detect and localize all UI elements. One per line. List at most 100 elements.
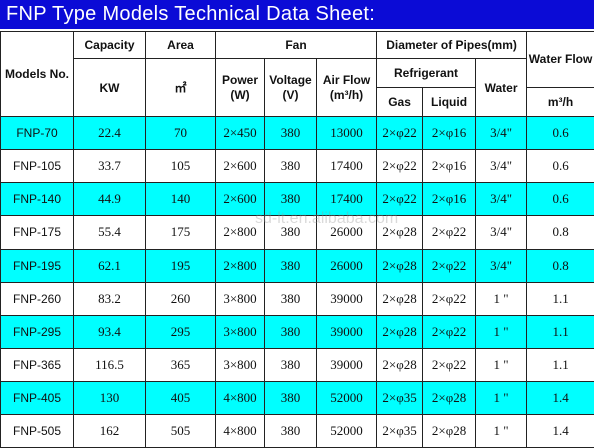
area-cell: 295 — [145, 314, 216, 349]
flow-cell: 0.8 — [526, 215, 594, 250]
liquid-cell: 2×φ22 — [422, 347, 477, 382]
power-cell: 3×800 — [215, 281, 265, 316]
water-cell: 3/4" — [475, 215, 528, 250]
header-pipes: Diameter of Pipes(mm) — [376, 30, 528, 60]
area-cell: 175 — [145, 215, 216, 250]
power-cell: 2×800 — [215, 215, 265, 250]
sheet-title: FNP Type Models Technical Data Sheet: — [0, 0, 594, 29]
header-water: Water — [475, 58, 528, 118]
header-fan: Fan — [214, 30, 378, 60]
airflow-cell: 26000 — [315, 248, 378, 283]
voltage-cell: 380 — [264, 347, 317, 382]
voltage-cell: 380 — [264, 380, 317, 415]
table-row: FNP-70 22.4 70 2×450 380 13000 2×φ22 2×φ… — [0, 116, 594, 151]
table-row: FNP-105 33.7 105 2×600 380 17400 2×φ22 2… — [0, 149, 594, 184]
technical-data-table: Models No. Capacity Area Fan Diameter of… — [0, 30, 594, 448]
gas-cell: 2×φ22 — [376, 182, 424, 217]
power-cell: 3×800 — [215, 347, 265, 382]
gas-cell: 2×φ28 — [376, 248, 424, 283]
liquid-cell: 2×φ22 — [422, 215, 477, 250]
header-capacity-unit: KW — [73, 58, 146, 118]
header-refrigerant: Refrigerant — [376, 58, 477, 89]
airflow-cell: 52000 — [315, 413, 378, 448]
liquid-cell: 2×φ16 — [422, 149, 477, 184]
gas-cell: 2×φ22 — [376, 116, 424, 151]
airflow-cell: 39000 — [315, 314, 378, 349]
liquid-cell: 2×φ16 — [422, 182, 477, 217]
liquid-cell: 2×φ22 — [422, 281, 477, 316]
flow-cell: 1.4 — [526, 380, 594, 415]
capacity-cell: 33.7 — [73, 149, 146, 184]
water-cell: 1 " — [475, 281, 528, 316]
table-row: FNP-195 62.1 195 2×800 380 26000 2×φ28 2… — [0, 248, 594, 283]
voltage-cell: 380 — [264, 116, 317, 151]
water-cell: 1 " — [475, 347, 528, 382]
liquid-cell: 2×φ16 — [422, 116, 477, 151]
header-models: Models No. — [0, 30, 74, 118]
area-cell: 260 — [145, 281, 216, 316]
header-area-unit: ㎡ — [145, 58, 216, 118]
model-cell: FNP-405 — [0, 380, 74, 415]
header-capacity: Capacity — [73, 30, 146, 60]
voltage-cell: 380 — [264, 182, 317, 217]
flow-cell: 1.1 — [526, 314, 594, 349]
model-cell: FNP-70 — [0, 116, 74, 151]
model-cell: FNP-175 — [0, 215, 74, 250]
power-cell: 2×450 — [215, 116, 265, 151]
table-row: FNP-505 162 505 4×800 380 52000 2×φ35 2×… — [0, 413, 594, 448]
gas-cell: 2×φ28 — [376, 347, 424, 382]
water-cell: 3/4" — [475, 149, 528, 184]
voltage-cell: 380 — [264, 314, 317, 349]
model-cell: FNP-105 — [0, 149, 74, 184]
header-fan-airflow: Air Flow (m³/h) — [315, 58, 378, 118]
liquid-cell: 2×φ22 — [422, 314, 477, 349]
area-cell: 405 — [145, 380, 216, 415]
capacity-cell: 130 — [73, 380, 146, 415]
flow-cell: 0.6 — [526, 182, 594, 217]
table-row: FNP-365 116.5 365 3×800 380 39000 2×φ28 … — [0, 347, 594, 382]
water-cell: 1 " — [475, 314, 528, 349]
model-cell: FNP-260 — [0, 281, 74, 316]
capacity-cell: 116.5 — [73, 347, 146, 382]
model-cell: FNP-365 — [0, 347, 74, 382]
gas-cell: 2×φ35 — [376, 380, 424, 415]
gas-cell: 2×φ28 — [376, 215, 424, 250]
header-water-flow-unit: m³/h — [526, 87, 594, 118]
liquid-cell: 2×φ28 — [422, 413, 477, 448]
area-cell: 140 — [145, 182, 216, 217]
capacity-cell: 83.2 — [73, 281, 146, 316]
model-cell: FNP-295 — [0, 314, 74, 349]
table-row: FNP-175 55.4 175 2×800 380 26000 2×φ28 2… — [0, 215, 594, 250]
power-cell: 4×800 — [215, 413, 265, 448]
water-cell: 3/4" — [475, 248, 528, 283]
liquid-cell: 2×φ28 — [422, 380, 477, 415]
flow-cell: 0.6 — [526, 116, 594, 151]
capacity-cell: 55.4 — [73, 215, 146, 250]
flow-cell: 1.4 — [526, 413, 594, 448]
power-cell: 2×600 — [215, 149, 265, 184]
table-row: FNP-260 83.2 260 3×800 380 39000 2×φ28 2… — [0, 281, 594, 316]
power-cell: 2×800 — [215, 248, 265, 283]
voltage-cell: 380 — [264, 413, 317, 448]
water-cell: 1 " — [475, 413, 528, 448]
water-cell: 3/4" — [475, 182, 528, 217]
model-cell: FNP-140 — [0, 182, 74, 217]
voltage-cell: 380 — [264, 281, 317, 316]
area-cell: 70 — [145, 116, 216, 151]
gas-cell: 2×φ28 — [376, 281, 424, 316]
flow-cell: 0.8 — [526, 248, 594, 283]
capacity-cell: 93.4 — [73, 314, 146, 349]
table-row: FNP-140 44.9 140 2×600 380 17400 2×φ22 2… — [0, 182, 594, 217]
capacity-cell: 162 — [73, 413, 146, 448]
liquid-cell: 2×φ22 — [422, 248, 477, 283]
power-cell: 3×800 — [215, 314, 265, 349]
airflow-cell: 39000 — [315, 281, 378, 316]
airflow-cell: 17400 — [315, 182, 378, 217]
water-cell: 3/4" — [475, 116, 528, 151]
table-row: FNP-295 93.4 295 3×800 380 39000 2×φ28 2… — [0, 314, 594, 349]
area-cell: 505 — [145, 413, 216, 448]
airflow-cell: 17400 — [315, 149, 378, 184]
model-cell: FNP-505 — [0, 413, 74, 448]
gas-cell: 2×φ22 — [376, 149, 424, 184]
flow-cell: 1.1 — [526, 281, 594, 316]
